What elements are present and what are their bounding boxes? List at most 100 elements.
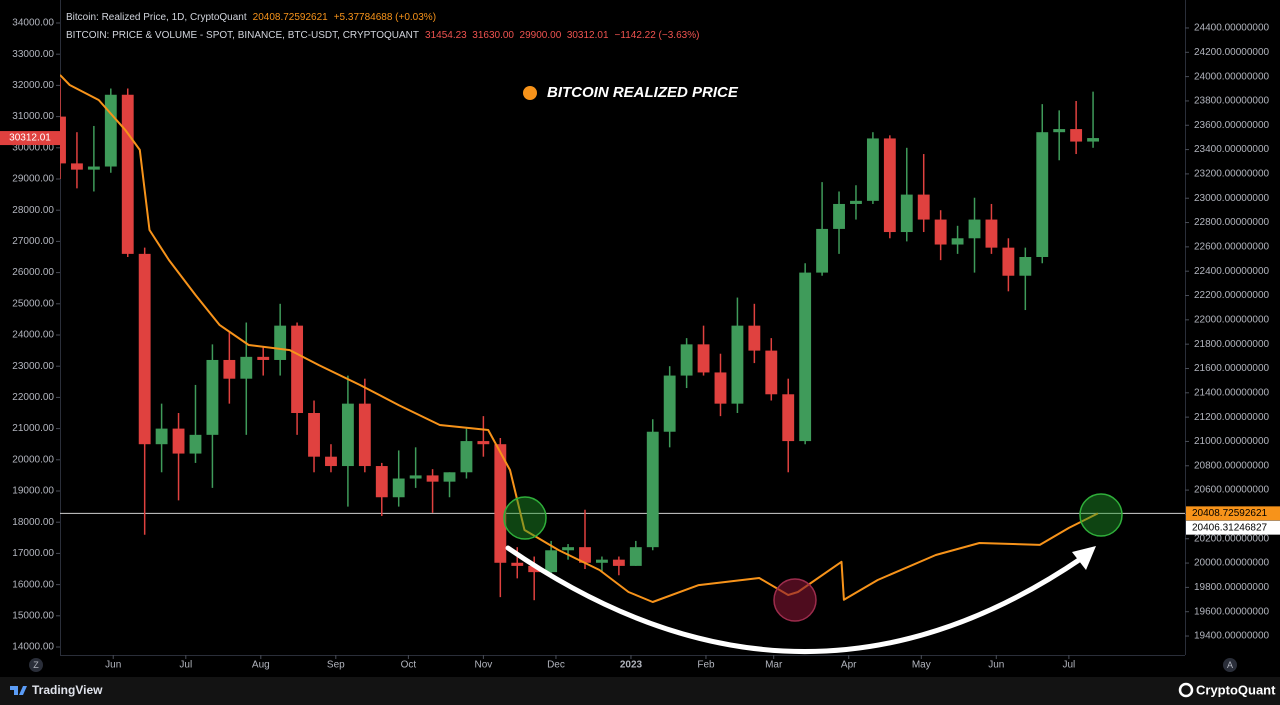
candle-body	[714, 372, 727, 404]
y-tick-label: 27000.00	[12, 236, 54, 247]
candle-body	[782, 394, 795, 442]
candle-body	[562, 547, 574, 551]
y-tick-label: 22000.00	[12, 392, 54, 403]
arrow-head	[1072, 546, 1096, 570]
legend-line: Bitcoin: Realized Price, 1D, CryptoQuant…	[66, 12, 442, 23]
highlight-circle	[773, 578, 817, 622]
series-line	[60, 74, 1099, 603]
candle-body	[104, 94, 117, 167]
legend-name: BITCOIN: PRICE & VOLUME - SPOT, BINANCE,…	[66, 30, 420, 41]
y-tick-label: 34000.00	[12, 18, 54, 29]
last-price-label: 30312.01	[9, 133, 51, 144]
candle-body	[968, 219, 981, 239]
y-tick-label: 17000.00	[12, 548, 54, 559]
candle-body	[325, 456, 337, 467]
y2-tick-label: 21000.00000000	[1194, 436, 1270, 447]
y2-tick-label: 20600.00000000	[1194, 485, 1270, 496]
y-tick-label: 32000.00	[12, 80, 54, 91]
candle-body	[206, 359, 219, 435]
y2-tick-label: 23800.00000000	[1194, 96, 1270, 107]
annotations: BITCOIN REALIZED PRICE	[503, 84, 1123, 654]
candle-body	[409, 475, 422, 479]
y-tick-label: 28000.00	[12, 205, 54, 216]
candle-body	[223, 359, 236, 379]
x-tick-label: Apr	[841, 660, 857, 671]
candle-body	[341, 403, 354, 467]
candle-body	[1053, 129, 1066, 133]
candle-body	[477, 441, 490, 445]
y2-tick-label: 21600.00000000	[1194, 363, 1270, 374]
y-tick-label: 33000.00	[12, 49, 54, 60]
axis-button-label[interactable]: Z	[33, 660, 39, 670]
curved-arrow	[505, 545, 1085, 654]
axis-button[interactable]	[1223, 658, 1237, 672]
candle-body	[71, 163, 83, 170]
x-tick-label: Feb	[697, 660, 715, 671]
y2-tick-label: 21800.00000000	[1194, 339, 1270, 350]
candle-body	[1087, 138, 1099, 142]
y-tick-label: 16000.00	[12, 579, 54, 590]
candle-body	[138, 253, 151, 445]
x-tick-label: Jun	[988, 660, 1004, 671]
y-tick-label: 24000.00	[12, 330, 54, 341]
brand-left: TradingView	[32, 683, 103, 697]
candle-body	[629, 547, 642, 566]
candle-body	[358, 403, 371, 467]
x-tick-label: Nov	[474, 660, 492, 671]
y-tick-label: 30000.00	[12, 142, 54, 153]
candle-body	[545, 550, 558, 573]
y-tick-label: 25000.00	[12, 298, 54, 309]
candle-body	[1036, 132, 1049, 258]
candle-body	[308, 413, 320, 457]
y2-tick-label: 24200.00000000	[1194, 47, 1270, 58]
candle-body	[731, 325, 744, 404]
logo-icon	[10, 686, 27, 695]
highlight-circle	[1079, 493, 1123, 537]
y2-tick-label: 23600.00000000	[1194, 120, 1270, 131]
candle-body	[579, 547, 591, 563]
candle-body	[240, 356, 253, 379]
highlight-circle	[503, 496, 547, 540]
candle-body	[60, 116, 66, 164]
candle-body	[274, 325, 287, 360]
candle-body	[883, 138, 896, 233]
candle-body	[392, 478, 405, 498]
logo-icon	[1178, 682, 1194, 698]
y-tick-label: 14000.00	[12, 642, 54, 653]
y2-tick-label: 22800.00000000	[1194, 217, 1270, 228]
candle-body	[799, 272, 812, 442]
y-tick-label: 19000.00	[12, 486, 54, 497]
footer-bar	[0, 677, 1280, 705]
y2-value-label: 20406.31246827	[1192, 522, 1268, 533]
y2-tick-label: 19600.00000000	[1194, 606, 1270, 617]
candle-body	[172, 428, 185, 454]
cryptoquant-logo: CryptoQuant	[1178, 682, 1276, 698]
candle-body	[155, 428, 168, 445]
y2-tick-label: 21400.00000000	[1194, 387, 1270, 398]
candle-body	[866, 138, 879, 201]
axis-button[interactable]	[29, 658, 43, 672]
candle-body	[934, 219, 947, 245]
x-tick-label: Jul	[179, 660, 192, 671]
y-tick-label: 23000.00	[12, 361, 54, 372]
candle-body	[816, 228, 829, 273]
y2-tick-label: 22000.00000000	[1194, 314, 1270, 325]
candle-body	[375, 466, 388, 498]
candle-body	[697, 344, 710, 373]
x-tick-label: Jul	[1062, 660, 1075, 671]
candle-body	[257, 356, 270, 360]
candle-body	[460, 441, 473, 473]
y-tick-label: 18000.00	[12, 517, 54, 528]
candle-body	[426, 475, 439, 482]
candle-body	[511, 562, 524, 566]
y2-tick-label: 24000.00000000	[1194, 71, 1270, 82]
axis-button-label[interactable]: A	[1227, 660, 1233, 670]
legend-name: Bitcoin: Realized Price, 1D, CryptoQuant	[66, 12, 247, 23]
candle-body	[443, 472, 456, 482]
candle-body	[985, 219, 998, 248]
x-tick-label: Oct	[401, 660, 417, 671]
candle-body	[612, 559, 625, 566]
